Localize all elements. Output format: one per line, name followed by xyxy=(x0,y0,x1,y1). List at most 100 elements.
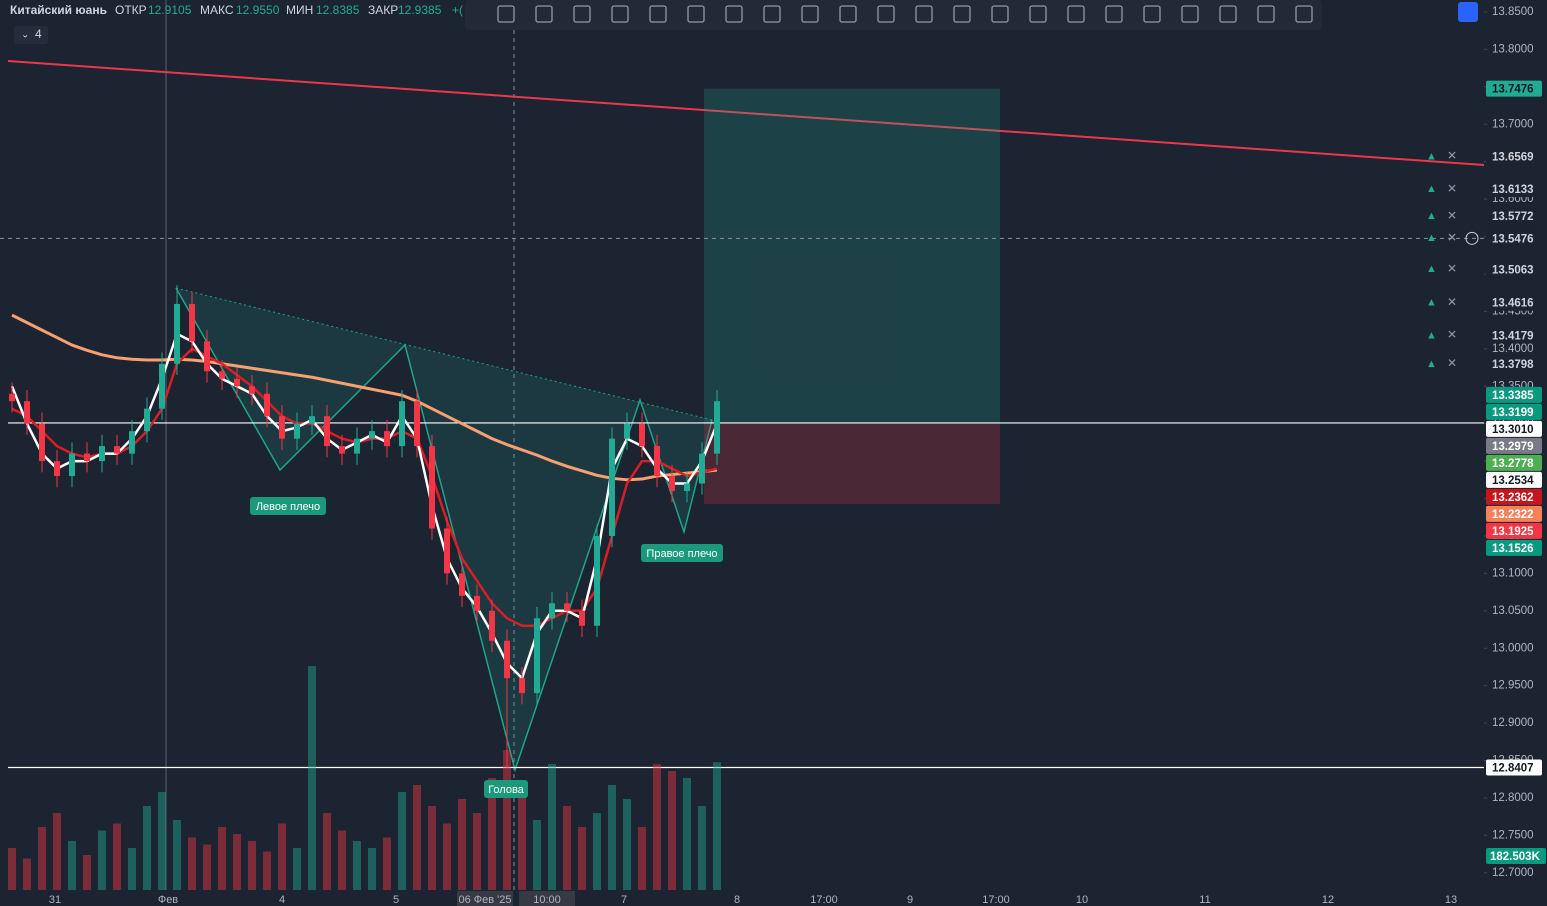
alert-bell[interactable]: ▲ xyxy=(1426,358,1437,370)
annotation-box xyxy=(641,544,723,562)
alert-bell[interactable]: ▲ xyxy=(1426,329,1437,341)
toolbar-icon[interactable] xyxy=(839,5,857,23)
toolbar-icon[interactable] xyxy=(991,5,1009,23)
alert-remove[interactable]: ✕ xyxy=(1447,328,1457,342)
alert-remove[interactable]: ✕ xyxy=(1447,356,1457,370)
price-label-bg xyxy=(1486,294,1542,311)
volume-bar xyxy=(338,830,346,890)
toolbar-icon[interactable] xyxy=(1181,5,1199,23)
open-value: 12.9105 xyxy=(148,3,192,17)
alert-remove[interactable]: ✕ xyxy=(1447,208,1457,222)
price-label: 13.2322 xyxy=(1492,509,1534,521)
change-value: +( xyxy=(452,3,463,17)
price-label-bg xyxy=(1486,522,1542,539)
toolbar-icon[interactable] xyxy=(1105,5,1123,23)
volume-bar xyxy=(428,806,436,890)
volume-bar xyxy=(518,792,526,890)
alert-remove[interactable]: ✕ xyxy=(1447,181,1457,195)
toolbar-icon[interactable] xyxy=(953,5,971,23)
volume-bar xyxy=(578,827,586,890)
candle-body xyxy=(474,595,480,611)
volume-bar xyxy=(458,799,466,890)
candle-body xyxy=(564,603,570,611)
volume-bar xyxy=(308,666,316,890)
candle-body xyxy=(339,446,345,454)
price-label-bg xyxy=(1486,230,1542,247)
toolbar-icon[interactable] xyxy=(801,5,819,23)
candle-body xyxy=(384,431,390,447)
volume-bar xyxy=(668,771,676,890)
candle-body xyxy=(144,408,150,432)
alert-remove[interactable]: ✕ xyxy=(1447,261,1457,275)
toolbar-icon[interactable] xyxy=(573,5,591,23)
price-label: 13.5772 xyxy=(1492,211,1534,223)
toolbar-icon[interactable] xyxy=(1295,5,1313,23)
volume-bar xyxy=(218,827,226,890)
toolbar-icon[interactable] xyxy=(915,5,933,23)
sync-button[interactable] xyxy=(1458,2,1478,22)
candle-body xyxy=(129,431,135,454)
candle-body xyxy=(69,453,75,477)
toolbar-icon[interactable] xyxy=(1143,5,1161,23)
target-zone xyxy=(704,88,1000,423)
add-alert[interactable] xyxy=(1465,231,1479,245)
alert-bell[interactable]: ▲ xyxy=(1426,232,1437,244)
volume-bar xyxy=(698,806,706,890)
volume-bar xyxy=(398,792,406,890)
toolbar-icon[interactable] xyxy=(649,5,667,23)
toolbar-icon[interactable] xyxy=(1219,5,1237,23)
volume-bar xyxy=(488,778,496,890)
price-label-bg xyxy=(1486,539,1542,556)
alert-bell[interactable]: ▲ xyxy=(1426,263,1437,275)
alert-remove[interactable]: ✕ xyxy=(1447,231,1457,245)
crosshair-time-bg xyxy=(519,891,575,906)
x-tick-label: 12 xyxy=(1322,894,1334,906)
candle-body xyxy=(234,378,240,387)
candle-body xyxy=(579,610,585,626)
open-label: ОТКР xyxy=(115,3,147,17)
x-tick-label: 31 xyxy=(49,894,61,906)
y-tick-label: 13.1000 xyxy=(1492,567,1534,579)
annotation: Голова xyxy=(488,784,524,796)
x-tick-label: 06 Фев '25 xyxy=(458,894,511,906)
alert-bell[interactable]: ▲ xyxy=(1426,150,1437,162)
x-tick-label: 10 xyxy=(1076,894,1088,906)
candle-body xyxy=(189,303,195,342)
candle-body xyxy=(534,618,540,694)
price-label: 13.4616 xyxy=(1492,298,1534,310)
toolbar-icon[interactable] xyxy=(1257,5,1275,23)
volume-bar xyxy=(8,848,16,890)
price-label: 13.4179 xyxy=(1492,330,1534,342)
y-tick-label: 13.0000 xyxy=(1492,642,1534,654)
price-label-bg xyxy=(1486,386,1542,403)
alert-bell[interactable]: ▲ xyxy=(1426,210,1437,222)
volume-bar xyxy=(98,830,106,890)
price-label-bg xyxy=(1486,759,1542,776)
volume-bar xyxy=(23,858,31,890)
toolbar-icon[interactable] xyxy=(687,5,705,23)
toolbar-icon[interactable] xyxy=(725,5,743,23)
toolbar-icon[interactable] xyxy=(1029,5,1047,23)
toolbar-icon[interactable] xyxy=(497,5,515,23)
price-label-bg xyxy=(1486,148,1542,165)
indicators-toggle[interactable] xyxy=(14,26,48,44)
volume-bar xyxy=(263,851,271,890)
y-tick-label: 13.4000 xyxy=(1492,343,1534,355)
alert-bell[interactable]: ▲ xyxy=(1426,183,1437,195)
price-label: 13.3010 xyxy=(1492,424,1534,436)
toolbar-icon[interactable] xyxy=(611,5,629,23)
candle-body xyxy=(174,303,180,364)
candle-body xyxy=(399,401,405,447)
alert-remove[interactable]: ✕ xyxy=(1447,149,1457,163)
candle-body xyxy=(654,446,660,477)
alert-remove[interactable]: ✕ xyxy=(1447,295,1457,309)
toolbar-icon[interactable] xyxy=(877,5,895,23)
toolbar-icon[interactable] xyxy=(535,5,553,23)
y-tick-label: 13.7000 xyxy=(1492,118,1534,130)
candle-body xyxy=(9,393,15,402)
alert-bell[interactable]: ▲ xyxy=(1426,297,1437,309)
candle-body xyxy=(639,423,645,447)
candle-body xyxy=(489,610,495,641)
toolbar-icon[interactable] xyxy=(763,5,781,23)
toolbar-icon[interactable] xyxy=(1067,5,1085,23)
